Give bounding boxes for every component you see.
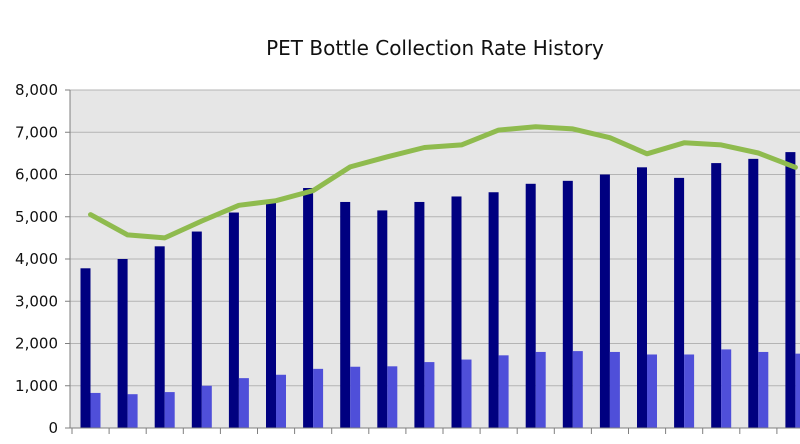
bar-light — [684, 354, 695, 428]
trend-line — [88, 124, 798, 241]
bar-dark — [117, 259, 128, 428]
bar-light — [609, 351, 620, 428]
bar-dark — [266, 202, 276, 428]
y-tick-label: 0 — [48, 419, 58, 437]
bar-dark — [637, 167, 647, 428]
bar-dark — [377, 210, 388, 428]
bar-dark — [711, 163, 722, 428]
bar-dark — [488, 192, 499, 428]
bar-dark — [303, 188, 314, 428]
bar-dark — [228, 212, 239, 428]
bar-light — [535, 351, 546, 428]
y-tick-label: 3,000 — [15, 292, 58, 310]
bar-dark — [451, 196, 462, 428]
bar-light — [572, 351, 583, 428]
bar-light — [201, 385, 212, 428]
bar-light — [647, 354, 657, 428]
y-tick-label: 1,000 — [15, 377, 58, 395]
bar-dark — [414, 201, 425, 428]
bar-light — [498, 355, 509, 428]
bar-light — [313, 368, 324, 428]
bar-light — [164, 392, 175, 428]
bar-light — [461, 359, 472, 428]
y-tick-label: 4,000 — [15, 250, 58, 268]
bar-light — [127, 394, 138, 428]
bar-dark — [191, 231, 202, 428]
bar-light — [387, 366, 398, 428]
bar-dark — [748, 158, 759, 428]
bar-dark — [785, 152, 796, 429]
bar-light — [424, 362, 435, 428]
bar-light — [758, 351, 769, 428]
y-tick-label: 2,000 — [15, 335, 58, 353]
bar-dark — [674, 177, 685, 428]
bar-dark — [154, 246, 165, 428]
bar-light — [721, 349, 732, 428]
y-tick-label: 6,000 — [15, 166, 58, 184]
bar-dark — [525, 183, 536, 428]
y-tick-label: 7,000 — [15, 123, 58, 141]
bar-light — [276, 374, 286, 428]
bar-dark — [562, 180, 573, 428]
bar-dark — [599, 174, 610, 428]
y-tick-label: 8,000 — [15, 81, 58, 99]
y-tick-label: 5,000 — [15, 208, 58, 226]
bar-dark — [340, 201, 351, 428]
chart-title: PET Bottle Collection Rate History — [266, 36, 604, 60]
bar-dark — [80, 268, 91, 428]
bar-light — [350, 366, 361, 428]
bar-light — [238, 378, 249, 428]
bar-light — [90, 392, 101, 428]
bar-light — [795, 353, 800, 428]
